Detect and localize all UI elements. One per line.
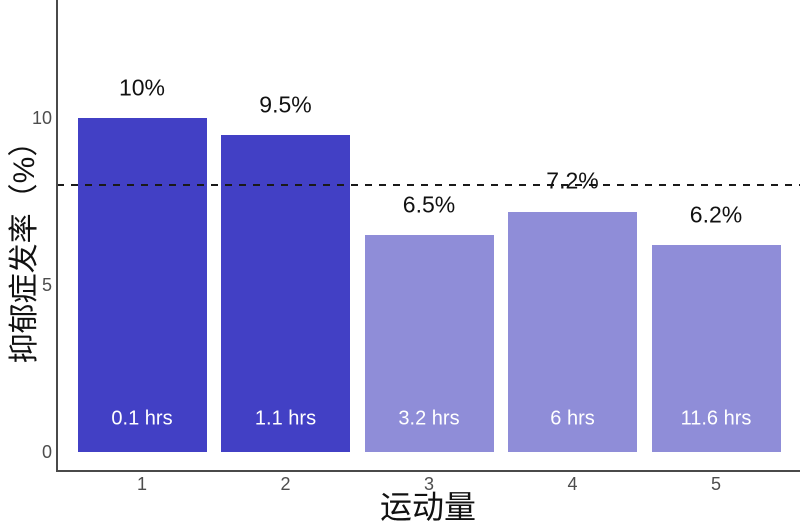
bar-inner-label: 11.6 hrs: [680, 407, 752, 430]
bar-inner-label: 1.1 hrs: [254, 407, 317, 430]
y-axis-title: 抑郁症发率（%）: [8, 126, 41, 364]
y-tick-label: 10: [31, 108, 52, 128]
bar: [221, 134, 350, 452]
bar: [508, 211, 637, 452]
y-tick-label: 5: [41, 275, 52, 295]
y-tick-label: 0: [41, 442, 52, 462]
bar: [651, 244, 781, 452]
x-axis-title: 运动量: [379, 489, 476, 525]
bar-value-label: 6.2%: [689, 201, 743, 228]
x-axis-line: [56, 470, 800, 472]
bar-inner-label: 0.1 hrs: [111, 407, 173, 430]
bar-value-label: 9.5%: [259, 91, 312, 118]
x-tick-label: 4: [567, 474, 578, 494]
bar-value-label: 7.2%: [546, 167, 599, 194]
x-tick-label: 3: [423, 474, 435, 494]
bar: [77, 118, 207, 452]
bar: [364, 234, 494, 452]
x-tick-label: 2: [280, 474, 291, 494]
bar-value-label: 6.5%: [402, 191, 456, 218]
bar-inner-label: 6 hrs: [550, 407, 595, 430]
bar-value-label: 10%: [118, 74, 166, 101]
x-tick-label: 1: [136, 474, 148, 494]
y-axis-line: [56, 0, 58, 472]
x-tick-label: 5: [710, 474, 722, 494]
reference-line: [57, 183, 800, 186]
bar-inner-label: 3.2 hrs: [398, 407, 460, 430]
